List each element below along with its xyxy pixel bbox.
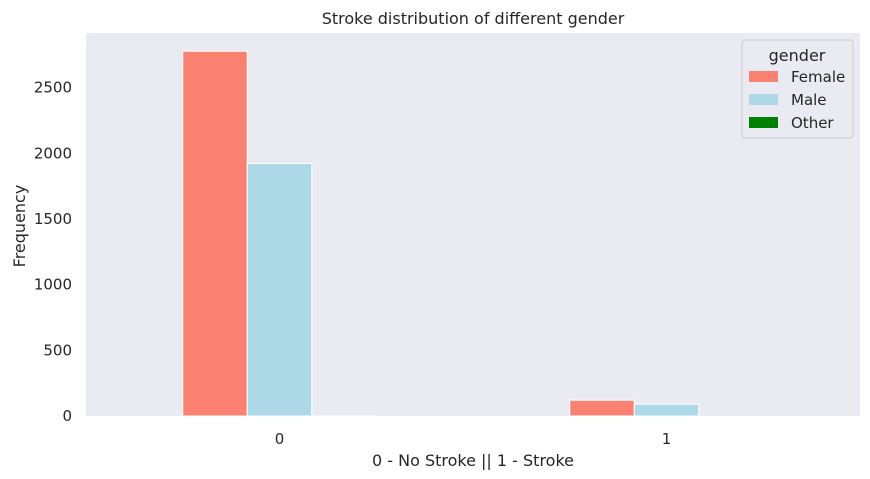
y-tick-label: 2500	[34, 79, 72, 97]
x-tick-label: 0	[275, 430, 285, 448]
y-tick-labels: 0 500 1000 1500 2000 2500	[34, 79, 72, 425]
y-tick-label: 2000	[34, 144, 72, 162]
legend-items: Female Male Other	[749, 68, 845, 132]
y-tick-label: 1500	[34, 210, 72, 228]
legend-swatch-female	[749, 71, 778, 82]
legend-label-female: Female	[791, 68, 845, 86]
y-tick-label: 0	[62, 407, 72, 425]
y-tick-label: 500	[43, 341, 72, 359]
legend-swatch-male	[749, 94, 778, 105]
legend-label-male: Male	[791, 91, 827, 109]
bar-male-1	[633, 403, 700, 417]
legend-swatch-other	[749, 117, 778, 128]
bar-female-1	[569, 399, 635, 417]
x-axis-title: 0 - No Stroke || 1 - Stroke	[372, 451, 574, 470]
x-tick-label: 1	[662, 430, 672, 448]
bar-male-0	[246, 163, 313, 417]
chart-title: Stroke distribution of different gender	[322, 9, 625, 28]
legend-label-other: Other	[791, 114, 834, 132]
legend-box	[741, 39, 854, 139]
y-axis-title: Frequency	[10, 185, 29, 268]
bar-female-0	[182, 50, 248, 417]
legend-title: gender	[769, 46, 826, 65]
legend: gender Female Male Other	[741, 39, 854, 139]
y-tick-label: 1000	[34, 276, 72, 294]
bars-group	[182, 50, 700, 417]
